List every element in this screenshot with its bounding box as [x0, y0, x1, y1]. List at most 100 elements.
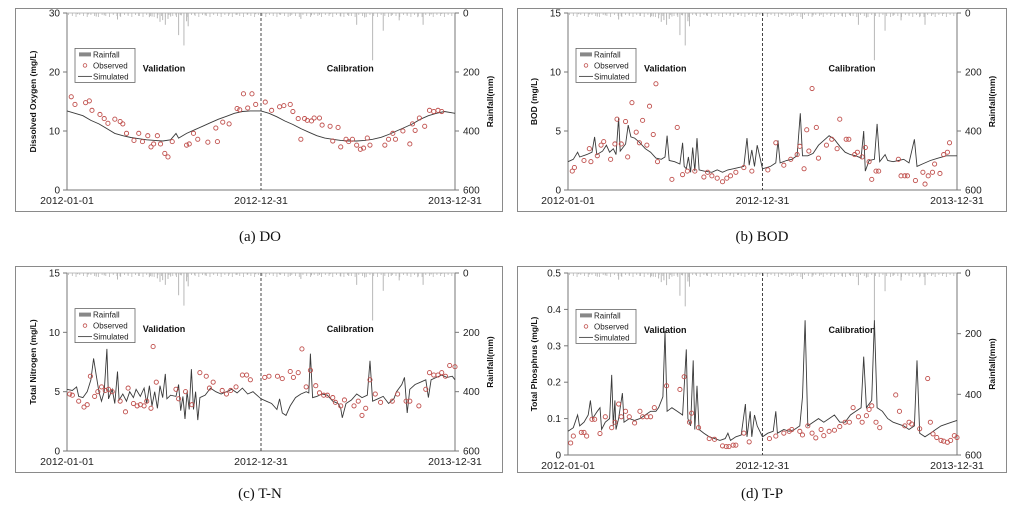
- observed-point: [724, 175, 730, 181]
- observed-point: [609, 425, 615, 431]
- legend: Rainfall Observed Simulated: [575, 309, 637, 344]
- observed-point: [809, 430, 815, 436]
- observed-point: [290, 108, 296, 115]
- observed-point: [182, 389, 189, 395]
- observed-point: [165, 154, 171, 160]
- simulated-line: [567, 113, 957, 173]
- observed-point: [895, 156, 901, 162]
- observed-point: [586, 146, 592, 152]
- y2-axis-title: Rainfall(mm): [987, 338, 997, 390]
- observed-point: [262, 99, 268, 105]
- observed-point: [422, 123, 428, 129]
- observed-point: [873, 419, 879, 425]
- observed-point: [98, 384, 105, 390]
- observed-point: [677, 386, 683, 393]
- observed-point: [581, 429, 587, 435]
- x-tick-label: 2012-01-01: [541, 460, 595, 472]
- observed-point: [568, 440, 574, 446]
- observed-point: [904, 173, 910, 179]
- observed-point: [416, 403, 422, 409]
- observed-point: [186, 141, 192, 147]
- observed-point: [173, 386, 179, 392]
- observed-point: [696, 425, 702, 431]
- observed-point: [72, 101, 78, 107]
- observed-point: [134, 403, 140, 409]
- y2-axis-title: Rainfall(mm): [485, 76, 495, 128]
- observed-point: [644, 414, 650, 420]
- observed-point: [102, 387, 108, 394]
- observed-point: [692, 168, 698, 174]
- x-tick-label: 2012-12-31: [736, 195, 790, 207]
- observed-point: [316, 115, 323, 121]
- observed-point: [226, 121, 232, 127]
- chart-caption: (b) BOD: [735, 229, 789, 245]
- chart-frame: [15, 8, 503, 212]
- y-tick-label: 10: [49, 328, 61, 339]
- observed-point: [234, 106, 240, 112]
- observed-point: [431, 108, 437, 115]
- observed-point: [359, 412, 365, 418]
- observed-point: [826, 428, 832, 434]
- observed-point: [948, 437, 954, 443]
- observed-point: [407, 141, 413, 147]
- observed-point: [804, 127, 810, 133]
- observed-point: [426, 107, 433, 113]
- observed-point: [290, 374, 296, 380]
- observed-point: [148, 405, 154, 411]
- observed-point: [709, 173, 715, 179]
- observed-point: [773, 433, 779, 439]
- observed-point: [584, 433, 590, 439]
- observed-point: [249, 91, 255, 97]
- observed-point: [367, 142, 373, 148]
- panel-tp: 0 0.1 0.2 0.3 0.4 0.5 0 200 400 600 2012-01-01 2012…: [509, 258, 1018, 508]
- observed-point: [95, 389, 101, 395]
- x-tick-label: 2012-01-01: [40, 456, 94, 468]
- observed-point: [946, 140, 953, 146]
- observed-point: [361, 145, 367, 151]
- observed-point: [392, 136, 399, 142]
- observed-point: [651, 405, 657, 411]
- legend-rainfall-label: Rainfall: [594, 50, 621, 59]
- observed-point: [598, 142, 604, 148]
- y2-tick-label: 600: [965, 186, 982, 197]
- y-tick-label: 0: [555, 451, 561, 462]
- observed-point: [141, 403, 147, 409]
- panel-do: 0 10 20 30 0 200 400 600 2012-01-01 2012-12-31 201…: [0, 0, 509, 254]
- observed-point: [877, 425, 883, 431]
- observed-point: [618, 414, 624, 420]
- calibration-label: Calibration: [327, 64, 374, 74]
- observed-point: [382, 142, 388, 148]
- observed-point: [378, 399, 384, 405]
- observed-point: [148, 144, 154, 150]
- observed-point: [954, 434, 960, 441]
- observed-point: [197, 370, 203, 376]
- legend-rainfall-label: Rainfall: [594, 311, 621, 320]
- observed-point: [629, 100, 635, 106]
- tn-chart: 0 5 10 15 0 200 400 600 2012-01-01 2012-12-31 2013…: [28, 269, 495, 469]
- y-tick-label: 0: [555, 186, 561, 197]
- legend-observed-marker: [583, 324, 589, 329]
- observed-point: [837, 116, 843, 122]
- observed-point: [654, 159, 661, 165]
- observed-point: [869, 403, 875, 409]
- observed-point: [632, 420, 638, 426]
- simulated-line: [567, 320, 958, 442]
- legend: Rainfall Observed Simulated: [74, 48, 136, 83]
- observed-point: [689, 410, 695, 416]
- observed-point: [788, 156, 794, 162]
- observed-point: [281, 103, 287, 109]
- y-axis-title: Total Nitrogen (mg/L): [28, 319, 38, 404]
- observed-point: [719, 179, 726, 185]
- observed-point: [637, 408, 643, 414]
- y-tick-label: 10: [49, 127, 61, 138]
- y2-tick-label: 0: [463, 269, 469, 280]
- observed-point: [733, 169, 739, 175]
- observed-point: [354, 142, 360, 148]
- observed-point: [614, 116, 620, 122]
- observed-point: [705, 169, 711, 175]
- y-axis-title: BOD (mg/L): [529, 78, 539, 125]
- observed-point: [123, 130, 130, 136]
- y2-tick-label: 400: [965, 127, 982, 138]
- observed-point: [439, 370, 445, 376]
- observed-point: [813, 124, 819, 131]
